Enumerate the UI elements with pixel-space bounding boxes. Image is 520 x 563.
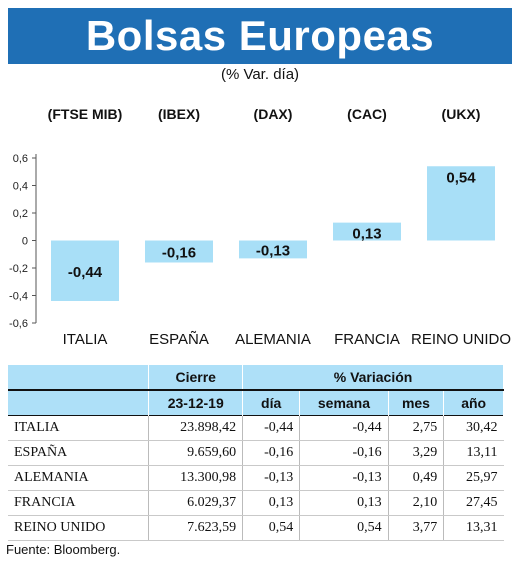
table-row: ALEMANIA 13.300,98 -0,13 -0,13 0,49 25,9…	[8, 465, 504, 491]
row-ano: 13,31	[443, 515, 504, 541]
header-ano: año	[443, 390, 504, 416]
bar-value-label: -0,44	[68, 264, 103, 281]
table-spacer	[8, 390, 150, 416]
row-dia: 0,13	[242, 490, 300, 516]
category-label: ALEMANIA	[235, 331, 311, 348]
bar	[51, 240, 119, 301]
row-ano: 25,97	[443, 465, 504, 491]
table-row: ITALIA 23.898,42 -0,44 -0,44 2,75 30,42	[8, 415, 504, 441]
header-variacion: % Variación	[242, 365, 504, 391]
header-mes: mes	[388, 390, 445, 416]
row-ano: 30,42	[443, 415, 504, 441]
index-label: (CAC)	[347, 106, 387, 122]
bar-chart: 0,6 0,4 0,2 0 -0,2 -0,4 -0,6 -0,44 ITALIA (FTSE M…	[9, 106, 511, 348]
row-dia: 0,54	[242, 515, 300, 541]
row-semana: -0,16	[299, 440, 389, 466]
row-semana: -0,13	[299, 465, 389, 491]
bar-value-label: -0,13	[256, 242, 290, 259]
y-tick-label: -0,2	[9, 263, 28, 275]
category-label: REINO UNIDO	[411, 331, 511, 348]
y-tick-label: -0,6	[9, 318, 28, 330]
index-label: (IBEX)	[158, 106, 200, 122]
header-semana: semana	[299, 390, 389, 416]
category-label: FRANCIA	[334, 331, 400, 348]
row-name: ITALIA	[8, 415, 149, 441]
table-row: FRANCIA 6.029,37 0,13 0,13 2,10 27,45	[8, 490, 504, 516]
row-mes: 2,75	[387, 415, 444, 441]
header-dia: día	[242, 390, 301, 416]
row-cierre: 6.029,37	[148, 490, 243, 516]
index-label: (FTSE MIB)	[48, 106, 123, 122]
row-dia: -0,13	[242, 465, 300, 491]
row-cierre: 7.623,59	[148, 515, 243, 541]
bar	[427, 166, 495, 241]
row-ano: 27,45	[443, 490, 504, 516]
row-mes: 3,77	[387, 515, 444, 541]
page-title: Bolsas Europeas	[85, 12, 435, 59]
row-name: FRANCIA	[8, 490, 149, 516]
bar	[239, 240, 307, 259]
quotes-table: Cierre % Variación 23-12-19 día semana m…	[8, 365, 504, 541]
row-semana: -0,44	[299, 415, 389, 441]
bar-value-label: -0,16	[162, 245, 196, 262]
y-tick-label: 0,2	[13, 208, 28, 220]
row-semana: 0,54	[299, 515, 389, 541]
bar-value-label: 0,54	[446, 169, 476, 186]
chart-subtitle: (% Var. día)	[220, 66, 300, 83]
bar	[145, 240, 213, 263]
row-name: ALEMANIA	[8, 465, 149, 491]
row-cierre: 9.659,60	[148, 440, 243, 466]
row-cierre: 23.898,42	[148, 415, 243, 441]
row-mes: 2,10	[387, 490, 444, 516]
header-date: 23-12-19	[148, 390, 244, 416]
row-semana: 0,13	[299, 490, 389, 516]
row-dia: -0,44	[242, 415, 300, 441]
table-row: REINO UNIDO 7.623,59 0,54 0,54 3,77 13,3…	[8, 515, 504, 541]
row-mes: 0,49	[387, 465, 444, 491]
bar	[333, 222, 401, 241]
header-cierre: Cierre	[148, 365, 244, 391]
bar-value-label: 0,13	[352, 226, 381, 243]
row-name: REINO UNIDO	[8, 515, 149, 541]
table-row: ESPAÑA 9.659,60 -0,16 -0,16 3,29 13,11	[8, 440, 504, 466]
category-label: ESPAÑA	[149, 331, 209, 348]
index-label: (UKX)	[442, 106, 481, 122]
row-dia: -0,16	[242, 440, 300, 466]
index-label: (DAX)	[254, 106, 293, 122]
row-name: ESPAÑA	[8, 440, 149, 466]
source-note: Fuente: Bloomberg.	[6, 542, 121, 557]
y-tick-label: 0	[22, 236, 28, 248]
y-tick-label: 0,4	[13, 181, 28, 193]
row-ano: 13,11	[443, 440, 504, 466]
table-spacer	[8, 365, 150, 391]
category-label: ITALIA	[63, 331, 108, 348]
title-banner: Bolsas Europeas	[8, 8, 512, 64]
row-cierre: 13.300,98	[148, 465, 243, 491]
y-tick-label: -0,4	[9, 291, 28, 303]
y-tick-label: 0,6	[13, 153, 28, 165]
row-mes: 3,29	[387, 440, 444, 466]
